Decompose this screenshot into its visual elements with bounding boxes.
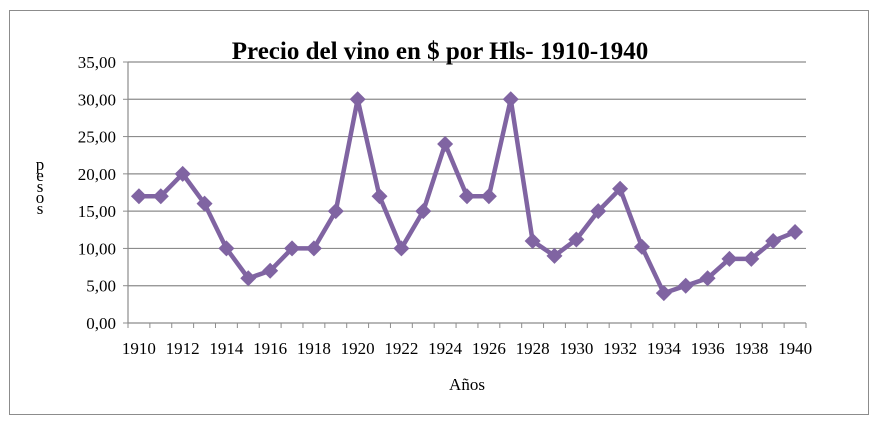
data-point-marker [218, 240, 235, 257]
y-axis-title-letter: e [36, 166, 44, 185]
x-tick-label: 1920 [341, 339, 375, 358]
data-point-marker [152, 188, 169, 205]
data-point-marker [699, 270, 716, 287]
data-point-marker [240, 270, 257, 287]
y-tick-labels: 0,00 5,00 10,00 15,00 20,00 25,00 30,00 35,00 [78, 53, 116, 333]
x-tick-label: 1936 [691, 339, 725, 358]
y-tick-label: 10,00 [78, 239, 116, 258]
data-point-marker [568, 231, 585, 248]
y-tick-label: 15,00 [78, 202, 116, 221]
data-point-marker [371, 188, 388, 205]
x-tick-label: 1918 [297, 339, 331, 358]
x-axis-title: Años [449, 375, 485, 394]
data-point-marker [546, 247, 563, 264]
data-point-marker [415, 203, 432, 220]
x-tick-label: 1912 [166, 339, 200, 358]
chart-title: Precio del vino en $ por Hls- 1910-1940 [232, 38, 648, 65]
y-tick-label: 20,00 [78, 165, 116, 184]
data-point-marker [633, 238, 650, 255]
x-tick-label: 1916 [253, 339, 287, 358]
data-point-marker [743, 250, 760, 267]
data-point-marker [765, 232, 782, 249]
data-point-marker [262, 262, 279, 279]
x-tick-label: 1934 [647, 339, 682, 358]
data-point-marker [130, 188, 147, 205]
axes [123, 61, 807, 328]
chart-frame [9, 10, 869, 415]
data-point-marker [305, 240, 322, 257]
data-point-marker [327, 203, 344, 220]
data-point-marker [174, 165, 191, 182]
x-tick-labels: 1910 1912 1914 1916 1918 1920 1922 1924 1926 1928… [122, 339, 812, 358]
data-point-marker [459, 188, 475, 205]
x-tick-label: 1914 [209, 339, 244, 358]
data-point-marker [437, 136, 454, 153]
y-axis-title-letter: s [37, 199, 44, 218]
x-tick-label: 1910 [122, 339, 156, 358]
data-point-marker [655, 285, 672, 302]
y-tick-label: 25,00 [78, 128, 116, 147]
x-tick-label: 1940 [778, 339, 812, 358]
data-point-marker [502, 91, 519, 108]
x-tick-label: 1930 [559, 339, 593, 358]
data-point-marker [721, 250, 738, 267]
x-tick-label: 1938 [734, 339, 768, 358]
y-tick-label: 35,00 [78, 53, 116, 72]
x-tick-label: 1924 [428, 339, 463, 358]
y-axis-title-letter: o [36, 188, 45, 207]
data-point-marker [590, 203, 607, 220]
data-point-marker [196, 195, 213, 212]
x-tick-label: 1922 [384, 339, 418, 358]
y-axis-title-letter: p [36, 155, 45, 174]
x-tick-label: 1928 [516, 339, 550, 358]
data-point-marker [677, 277, 694, 294]
data-point-marker [393, 240, 410, 257]
y-tick-label: 5,00 [86, 277, 116, 296]
y-tick-label: 0,00 [86, 314, 116, 333]
data-point-marker [787, 224, 804, 241]
series-group [130, 91, 804, 302]
data-point-marker [284, 240, 301, 257]
y-tick-label: 30,00 [78, 90, 116, 109]
x-tick-label: 1932 [603, 339, 637, 358]
x-tick-label: 1926 [472, 339, 506, 358]
data-point-marker [349, 91, 366, 108]
data-point-marker [612, 180, 629, 197]
y-axis-title-letter: s [37, 177, 44, 196]
data-point-marker [480, 188, 497, 205]
data-point-marker [524, 232, 541, 249]
